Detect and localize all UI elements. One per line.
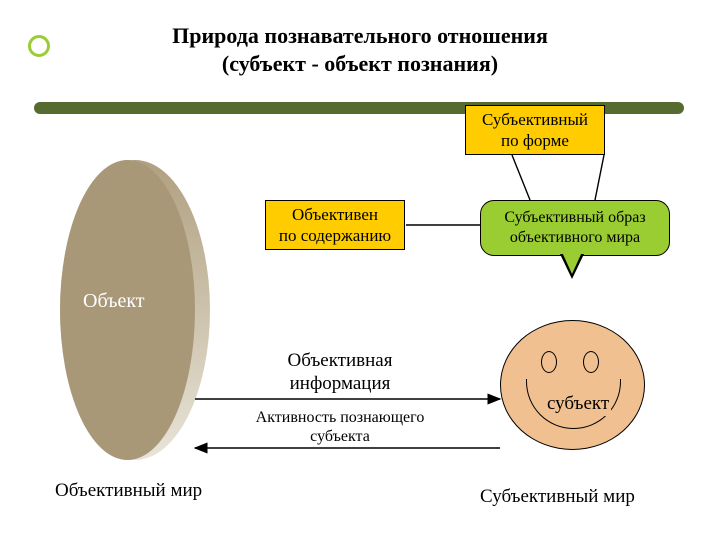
flow-info-l2: информация bbox=[255, 373, 425, 396]
object-label: Объект bbox=[83, 290, 145, 313]
flow-info-label: Объективная информация bbox=[255, 350, 425, 396]
flow-info-l1: Объективная bbox=[255, 350, 425, 373]
conn-form-to-speech-r bbox=[595, 155, 604, 200]
conn-form-to-speech-l bbox=[512, 155, 530, 200]
page-title: Природа познавательного отношения (субъе… bbox=[0, 22, 720, 77]
subject-smiley bbox=[500, 320, 645, 450]
speech-bubble: Субъективный образ объективного мира bbox=[480, 200, 670, 256]
eye-left bbox=[541, 351, 557, 373]
speech-tail bbox=[562, 252, 582, 274]
title-line1: Природа познавательного отношения bbox=[0, 22, 720, 50]
subject-label: субъект bbox=[545, 393, 611, 416]
eye-right bbox=[583, 351, 599, 373]
box-objective-content-l2: по содержанию bbox=[279, 225, 391, 246]
box-objective-content: Объективен по содержанию bbox=[265, 200, 405, 250]
speech-l1: Субъективный образ bbox=[504, 208, 645, 228]
flow-activity-l2: субъекта bbox=[230, 427, 450, 446]
box-objective-content-l1: Объективен bbox=[292, 204, 378, 225]
box-subjective-form-l1: Субъективный bbox=[482, 109, 588, 130]
world-subjective-label: Субъективный мир bbox=[480, 486, 635, 509]
box-subjective-form: Субъективный по форме bbox=[465, 105, 605, 155]
speech-l2: объективного мира bbox=[510, 228, 640, 248]
flow-activity-l1: Активность познающего bbox=[230, 408, 450, 427]
box-subjective-form-l2: по форме bbox=[501, 130, 569, 151]
world-objective-label: Объективный мир bbox=[55, 480, 202, 503]
title-line2: (субъект - объект познания) bbox=[0, 50, 720, 78]
flow-activity-label: Активность познающего субъекта bbox=[230, 408, 450, 446]
